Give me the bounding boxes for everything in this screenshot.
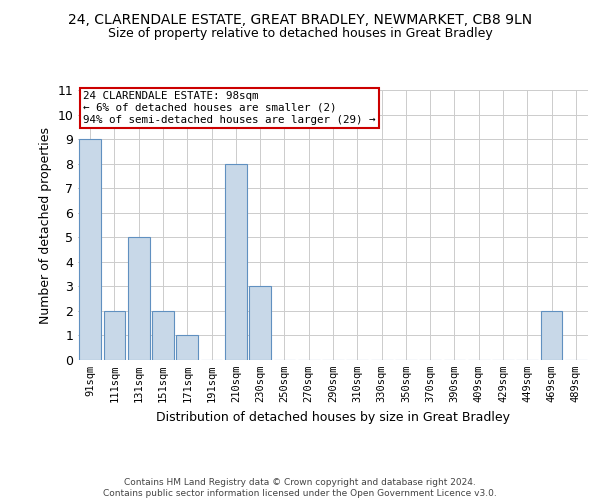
Text: Contains HM Land Registry data © Crown copyright and database right 2024.
Contai: Contains HM Land Registry data © Crown c…	[103, 478, 497, 498]
Text: 24, CLARENDALE ESTATE, GREAT BRADLEY, NEWMARKET, CB8 9LN: 24, CLARENDALE ESTATE, GREAT BRADLEY, NE…	[68, 12, 532, 26]
Bar	[152, 311, 174, 360]
X-axis label: Distribution of detached houses by size in Great Bradley: Distribution of detached houses by size …	[156, 410, 510, 424]
Bar	[249, 286, 271, 360]
Bar	[541, 311, 562, 360]
Bar	[79, 139, 101, 360]
Bar	[128, 238, 149, 360]
Text: 24 CLARENDALE ESTATE: 98sqm
← 6% of detached houses are smaller (2)
94% of semi-: 24 CLARENDALE ESTATE: 98sqm ← 6% of deta…	[83, 92, 376, 124]
Y-axis label: Number of detached properties: Number of detached properties	[39, 126, 52, 324]
Bar	[225, 164, 247, 360]
Text: Size of property relative to detached houses in Great Bradley: Size of property relative to detached ho…	[107, 28, 493, 40]
Bar	[176, 336, 198, 360]
Bar	[104, 311, 125, 360]
